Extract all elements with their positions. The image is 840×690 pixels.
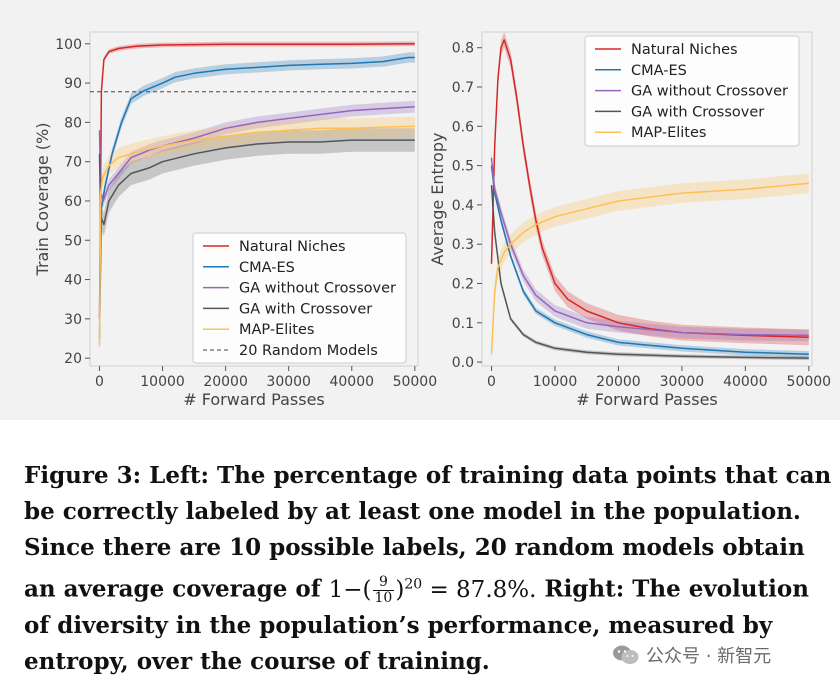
right-y-tick-label: 0.6 [452,119,474,135]
left-legend-label-cma-es: CMA-ES [239,260,295,276]
wechat-icon [612,644,640,671]
left-y-tick-label: 70 [64,155,82,171]
right-plot-area [481,31,813,367]
left-x-tick-label: 50000 [393,374,438,390]
right-y-tick-label: 0.8 [452,41,474,57]
left-natural-niches-line [98,43,415,319]
left-y-tick-label: 60 [64,194,82,210]
right-y-tick-label: 0.2 [452,276,474,292]
coverage-formula: 1−(9 10)20 = 87.8%. [328,575,537,607]
left-chart: 0 10000 20000 30000 40000 50000 20 30 40 50 60 70 80… [33,31,438,409]
formula-fraction: 9 10 [372,575,395,607]
right-legend-label-ga-with-crossover: GA with Crossover [631,104,764,120]
left-legend-label-ga-with-crossover: GA with Crossover [239,301,372,317]
left-legend-label-map-elites: MAP-Elites [239,322,314,338]
right-y-tick-label: 0.4 [452,198,474,214]
left-x-tick-label: 0 [95,374,104,390]
left-x-tick-label: 30000 [266,374,311,390]
left-legend-label-ga-without-crossover: GA without Crossover [239,281,396,297]
left-y-tick-label: 80 [64,115,82,131]
left-legend-box [192,232,407,364]
caption-line-2: be correctly labeled by at least one mod… [24,498,801,525]
right-y-tick-label: 0.7 [452,80,474,96]
formula-numerator: 9 [372,575,395,592]
formula-close-paren: ) [395,576,405,603]
left-ga-with-crossover-band [99,128,415,237]
caption-line-4-post: Right: The evolution [544,575,809,603]
figure-panel: 0 10000 20000 30000 40000 50000 20 30 40 50 60 70 80… [0,0,840,420]
caption-line-4: an average coverage of 1−(9 10)20 = 87.8%… [24,566,824,608]
caption-line-5: of diversity in the population’s perform… [24,611,773,639]
left-y-axis-label: Train Coverage (%) [33,123,52,277]
left-map-elites-line [98,125,415,347]
left-y-tick-label: 90 [64,76,82,92]
formula-exponent: 20 [404,576,423,592]
formula-denominator: 10 [374,590,393,607]
right-ga-with-crossover-line [490,185,809,359]
left-x-tick-label: 10000 [140,374,185,390]
right-x-tick-label: 10000 [533,374,578,390]
right-y-tick-label: 0.1 [452,316,474,332]
right-y-axis-label: Average Entropy [428,133,447,266]
figure-caption: Figure 3: Left: The percentage of traini… [24,458,831,680]
right-ga-without-crossover-line [490,157,809,337]
right-legend-label-cma-es: CMA-ES [631,63,687,79]
caption-figure-label: Figure 3: [24,462,142,489]
right-map-elites-line [490,182,809,355]
caption-line-4-pre: an average coverage of [24,575,321,603]
left-y-tick-label: 30 [64,312,82,328]
left-x-tick-label: 40000 [329,374,374,390]
caption-line-6: entropy, over the course of training. [24,647,490,675]
right-x-tick-label: 40000 [723,374,768,390]
right-legend-label-map-elites: MAP-Elites [631,125,706,141]
left-y-tick-label: 100 [55,37,82,53]
left-x-axis-label: # Forward Passes [183,390,325,409]
watermark-text: 公众号 · 新智元 [646,646,772,667]
left-y-tick-label: 50 [64,233,82,249]
formula-result: = 87.8%. [429,576,537,603]
left-legend-label-20-random-models: 20 Random Models [239,343,378,359]
right-x-tick-label: 50000 [787,374,832,390]
right-legend-box [584,35,800,147]
right-y-tick-label: 0.5 [452,159,474,175]
left-x-tick-label: 20000 [203,374,248,390]
caption-line-3: Since there are 10 possible labels, 20 r… [24,534,805,561]
figure-svg: 0 10000 20000 30000 40000 50000 20 30 40 50 60 70 80… [33,31,832,409]
right-chart: 0 10000 20000 30000 40000 50000 0.0 0.1 0.2 0.3 0.… [428,31,832,409]
right-legend-label-natural-niches: Natural Niches [631,42,738,58]
right-natural-niches-line [490,39,809,339]
right-x-axis-label: # Forward Passes [576,390,718,409]
left-plot-area [89,31,419,367]
watermark: 公众号 · 新智元 [612,642,771,671]
left-y-tick-label: 20 [64,351,82,367]
right-y-tick-label: 0.0 [452,355,474,371]
left-ga-without-crossover-line [98,105,415,202]
right-x-tick-label: 30000 [660,374,705,390]
right-x-tick-label: 0 [487,374,496,390]
right-x-tick-label: 20000 [596,374,641,390]
caption-line-1-rest: Left: The percentage of training data po… [149,462,832,489]
formula-prefix: 1−( [328,576,372,603]
left-y-tick-label: 40 [64,273,82,289]
right-map-elites-band [491,173,809,364]
left-cma-es-line [98,56,415,339]
right-legend-label-ga-without-crossover: GA without Crossover [631,84,788,100]
right-cma-es-line [490,165,809,355]
left-legend-label-natural-niches: Natural Niches [239,239,346,255]
right-y-tick-label: 0.3 [452,237,474,253]
caption-line-1: Figure 3: Left: The percentage of traini… [24,458,831,494]
left-ga-with-crossover-line [98,139,415,226]
